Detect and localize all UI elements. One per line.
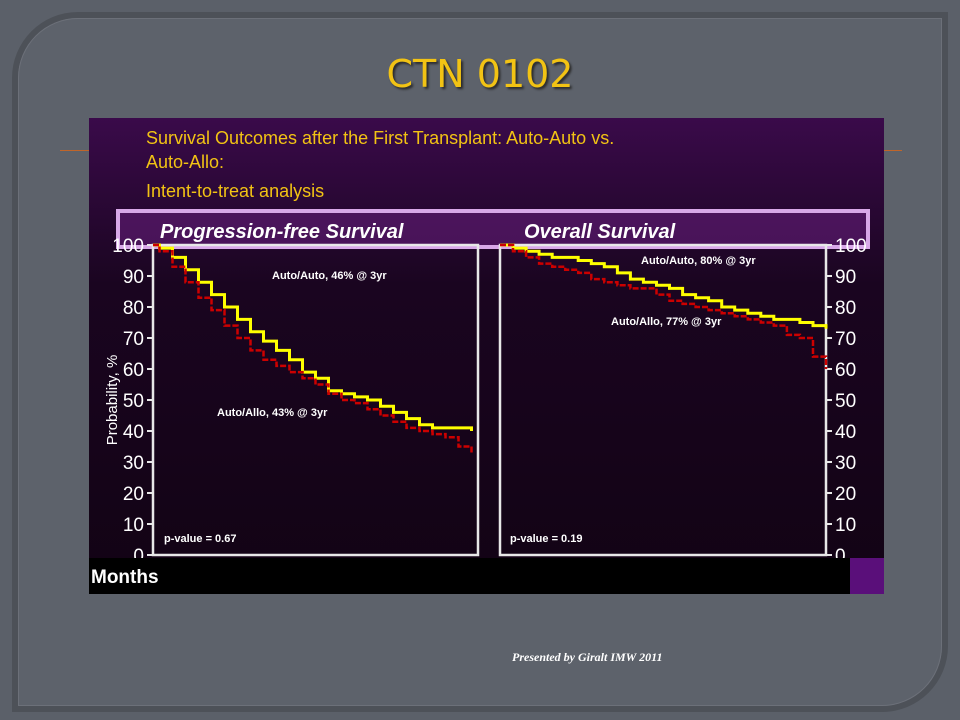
y-tick-label: 100 [835, 236, 867, 257]
y-tick-label: 20 [123, 484, 144, 505]
y-tick-label: 30 [123, 453, 144, 474]
y-tick-label: 80 [123, 298, 144, 319]
y-tick-label: 0 [835, 546, 846, 567]
y-tick-label: 60 [123, 360, 144, 381]
chart-header-line2: Auto-Allo: [146, 152, 224, 172]
x-axis-label-months: Months [91, 567, 159, 588]
chart-background [89, 118, 884, 594]
series-annotation: Auto/Allo, 77% @ 3yr [611, 316, 722, 328]
panel-title: Overall Survival [524, 221, 676, 243]
y-tick-label: 0 [133, 546, 144, 567]
series-auto-auto-line [500, 243, 828, 329]
y-tick-label: 80 [835, 298, 856, 319]
slide-title: CTN 0102 [386, 52, 574, 96]
series-auto-allo-line [500, 243, 828, 369]
series-annotation: Auto/Auto, 46% @ 3yr [272, 270, 387, 282]
y-tick-label: 70 [123, 329, 144, 350]
y-tick-label: 70 [835, 329, 856, 350]
chart-panel: Survival Outcomes after the First Transp… [89, 118, 884, 594]
p-value-annotation: p-value = 0.67 [164, 533, 236, 545]
pfs-chart: Progression-free Survival 0 10 20 30 40 50 60 70… [104, 221, 484, 588]
y-tick-label: 60 [835, 360, 856, 381]
panel-title: Progression-free Survival [160, 221, 404, 243]
y-tick-label: 30 [835, 453, 856, 474]
y-axis-label: Probability, % [104, 355, 121, 446]
series-annotation: Auto/Allo, 43% @ 3yr [217, 407, 328, 419]
chart-header-line1: Survival Outcomes after the First Transp… [146, 128, 614, 148]
series-auto-allo-line [153, 243, 473, 453]
corner-accent [850, 558, 884, 594]
y-tick-label: 10 [835, 515, 856, 536]
title-band-fill [120, 213, 866, 245]
title-band-frame [116, 209, 870, 249]
y-tick-label: 100 [112, 236, 144, 257]
y-tick-label: 10 [123, 515, 144, 536]
y-tick-label: 20 [835, 484, 856, 505]
y-tick-label: 50 [123, 391, 144, 412]
y-tick-label: 90 [123, 267, 144, 288]
y-tick-label: 50 [835, 391, 856, 412]
p-value-annotation: p-value = 0.19 [510, 533, 582, 545]
months-bar [89, 558, 850, 594]
y-tick-label: 40 [123, 422, 144, 443]
y-tick-label: 40 [835, 422, 856, 443]
y-tick-label: 90 [835, 267, 856, 288]
survival-chart: Survival Outcomes after the First Transp… [89, 118, 884, 594]
chart-subheader: Intent-to-treat analysis [146, 181, 324, 201]
attribution: Presented by Giralt IMW 2011 [512, 650, 663, 664]
series-annotation: Auto/Auto, 80% @ 3yr [641, 255, 756, 267]
